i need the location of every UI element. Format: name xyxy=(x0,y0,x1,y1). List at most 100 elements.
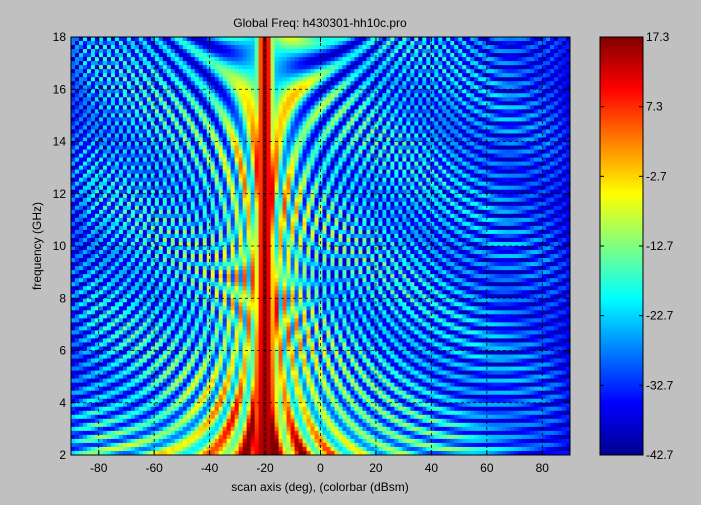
heatmap-cell xyxy=(518,93,523,98)
heatmap-cell xyxy=(326,117,332,122)
heatmap-cell xyxy=(190,105,196,110)
heatmap-cell xyxy=(478,189,483,195)
heatmap-cell xyxy=(270,169,276,175)
heatmap-cell xyxy=(194,109,200,114)
heatmap-cell xyxy=(478,45,483,50)
heatmap-cell xyxy=(142,85,148,90)
heatmap-cell xyxy=(462,165,467,171)
heatmap-cell xyxy=(454,81,459,86)
heatmap-cell xyxy=(418,149,423,155)
heatmap-cell xyxy=(398,77,403,82)
heatmap-cell xyxy=(322,173,328,179)
heatmap-cell xyxy=(286,57,292,62)
heatmap-cell xyxy=(286,133,292,139)
heatmap-cell xyxy=(478,141,483,147)
heatmap-cell xyxy=(326,189,332,195)
heatmap-cell xyxy=(554,121,559,127)
heatmap-cell xyxy=(226,173,232,179)
heatmap-cell xyxy=(526,129,531,135)
heatmap-cell xyxy=(214,185,220,191)
heatmap-cell xyxy=(74,69,80,74)
heatmap-cell xyxy=(126,113,132,118)
heatmap-cell xyxy=(462,185,467,191)
heatmap-cell xyxy=(190,117,196,122)
heatmap-cell xyxy=(462,169,467,175)
heatmap-cell xyxy=(426,141,431,147)
heatmap-cell xyxy=(162,169,168,175)
heatmap-cell xyxy=(122,65,128,70)
heatmap-cell xyxy=(518,177,523,183)
heatmap-cell xyxy=(71,169,76,175)
heatmap-cell xyxy=(378,157,383,163)
heatmap-cell xyxy=(358,145,364,151)
heatmap-cell xyxy=(490,161,495,167)
heatmap-cell xyxy=(522,177,527,183)
heatmap-cell xyxy=(482,177,487,183)
heatmap-cell xyxy=(118,137,124,143)
heatmap-cell xyxy=(342,45,348,50)
heatmap-cell xyxy=(134,121,140,127)
heatmap-cell xyxy=(290,65,296,70)
heatmap-cell xyxy=(438,97,443,102)
heatmap-cell xyxy=(322,149,328,155)
heatmap-cell xyxy=(466,109,471,114)
heatmap-cell xyxy=(106,121,112,127)
heatmap-cell xyxy=(486,117,491,122)
heatmap-cell xyxy=(154,125,160,131)
heatmap-cell xyxy=(274,109,280,114)
heatmap-cell xyxy=(142,169,148,175)
heatmap-cell xyxy=(186,145,192,151)
heatmap-cell xyxy=(154,121,160,127)
heatmap-cell xyxy=(486,93,491,98)
heatmap-cell xyxy=(346,61,352,66)
heatmap-cell xyxy=(290,161,296,167)
heatmap-cell xyxy=(454,77,459,82)
heatmap-cell xyxy=(90,41,96,46)
heatmap-cell xyxy=(102,37,108,42)
heatmap-cell xyxy=(98,69,104,74)
heatmap-cell xyxy=(314,49,320,54)
heatmap-cell xyxy=(226,41,232,46)
heatmap-cell xyxy=(502,57,507,62)
heatmap-cell xyxy=(258,61,264,66)
heatmap-cell xyxy=(522,49,527,54)
heatmap-cell xyxy=(222,37,228,42)
heatmap-cell xyxy=(298,137,304,143)
heatmap-cell xyxy=(178,173,184,179)
heatmap-cell xyxy=(110,49,116,54)
heatmap-cell xyxy=(438,37,443,42)
heatmap-cell xyxy=(290,69,296,74)
heatmap-cell xyxy=(166,93,172,98)
heatmap-cell xyxy=(542,57,547,62)
heatmap-cell xyxy=(426,61,431,66)
heatmap-cell xyxy=(306,61,312,66)
heatmap-cell xyxy=(71,61,76,66)
heatmap-cell xyxy=(554,149,559,155)
heatmap-cell xyxy=(146,129,152,135)
heatmap-cell xyxy=(526,65,531,70)
heatmap-cell xyxy=(182,97,188,102)
heatmap-cell xyxy=(346,129,352,135)
heatmap-cell xyxy=(434,117,439,122)
heatmap-cell xyxy=(290,181,296,187)
heatmap-cell xyxy=(126,137,132,143)
heatmap-cell xyxy=(478,73,483,78)
heatmap-cell xyxy=(354,129,360,135)
heatmap-cell xyxy=(214,169,220,175)
heatmap-cell xyxy=(238,149,244,155)
heatmap-cell xyxy=(166,157,172,163)
heatmap-cell xyxy=(434,161,439,167)
heatmap-cell xyxy=(314,85,320,90)
heatmap-cell xyxy=(402,61,407,66)
heatmap-cell xyxy=(250,97,256,102)
heatmap-cell xyxy=(290,145,296,151)
heatmap-cell xyxy=(258,69,264,74)
heatmap-cell xyxy=(398,161,403,167)
heatmap-cell xyxy=(278,125,284,131)
heatmap-cell xyxy=(462,157,467,163)
heatmap-cell xyxy=(74,145,80,151)
heatmap-cell xyxy=(554,65,559,70)
heatmap-cell xyxy=(554,37,559,42)
heatmap-cell xyxy=(554,169,559,175)
heatmap-cell xyxy=(102,101,108,106)
